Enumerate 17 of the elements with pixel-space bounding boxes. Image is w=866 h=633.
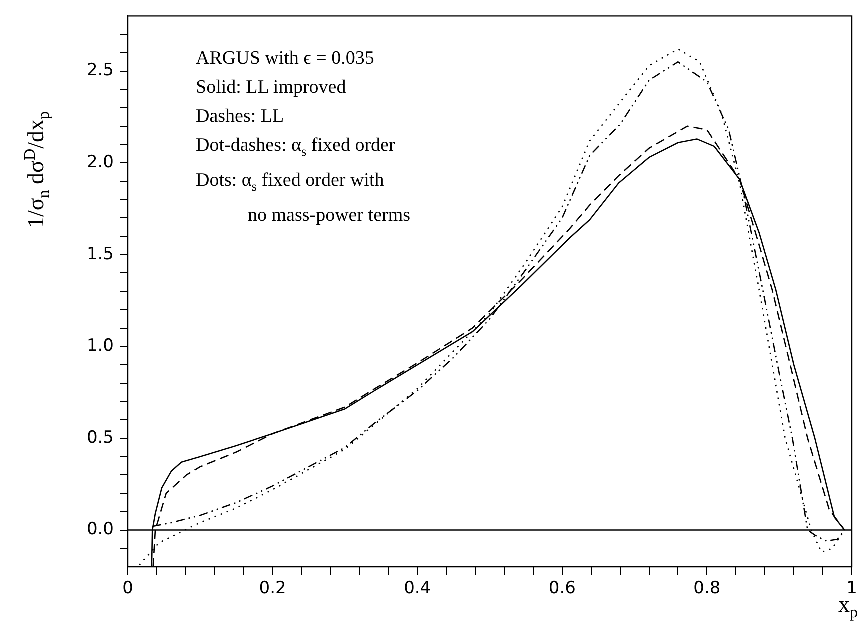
annotation: Dashes: LL bbox=[196, 105, 286, 129]
annotation: ARGUS with ϵ = 0.035 bbox=[196, 47, 376, 71]
annotation: Dots: α$_{s}$ fixed order with bbox=[196, 168, 386, 196]
annotation: Solid: LL improved bbox=[196, 76, 348, 100]
annotation: no mass-power terms bbox=[247, 204, 411, 228]
y-tick-label: 0.5 bbox=[86, 428, 114, 448]
x-tick-label: 0 bbox=[122, 578, 134, 599]
x-tick-label: 0.6 bbox=[548, 578, 576, 599]
y-tick-label: 2.0 bbox=[86, 152, 114, 172]
y-tick-label: 1.5 bbox=[86, 244, 114, 264]
y-tick-label: 0.0 bbox=[86, 520, 114, 540]
y-tick-label: 2.5 bbox=[86, 60, 114, 81]
x-tick-label: 0.4 bbox=[404, 578, 432, 599]
y-tick-label: 1.0 bbox=[86, 336, 114, 356]
annotation: Dot-dashes: α$_{s}$ fixed order bbox=[196, 134, 396, 161]
x-tick-label: 0.8 bbox=[694, 578, 721, 599]
x-tick-label: 0.2 bbox=[259, 578, 286, 599]
